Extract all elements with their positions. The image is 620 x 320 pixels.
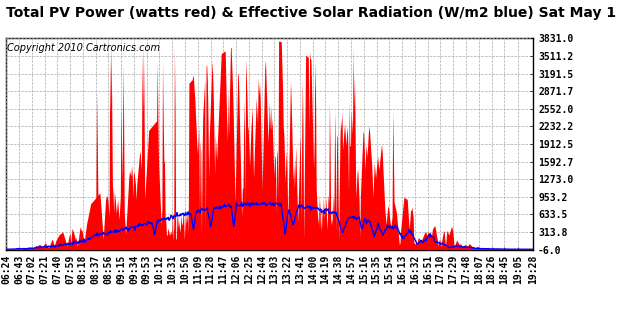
Text: Copyright 2010 Cartronics.com: Copyright 2010 Cartronics.com xyxy=(7,43,160,52)
Text: Total PV Power (watts red) & Effective Solar Radiation (W/m2 blue) Sat May 1 19:: Total PV Power (watts red) & Effective S… xyxy=(6,6,620,20)
